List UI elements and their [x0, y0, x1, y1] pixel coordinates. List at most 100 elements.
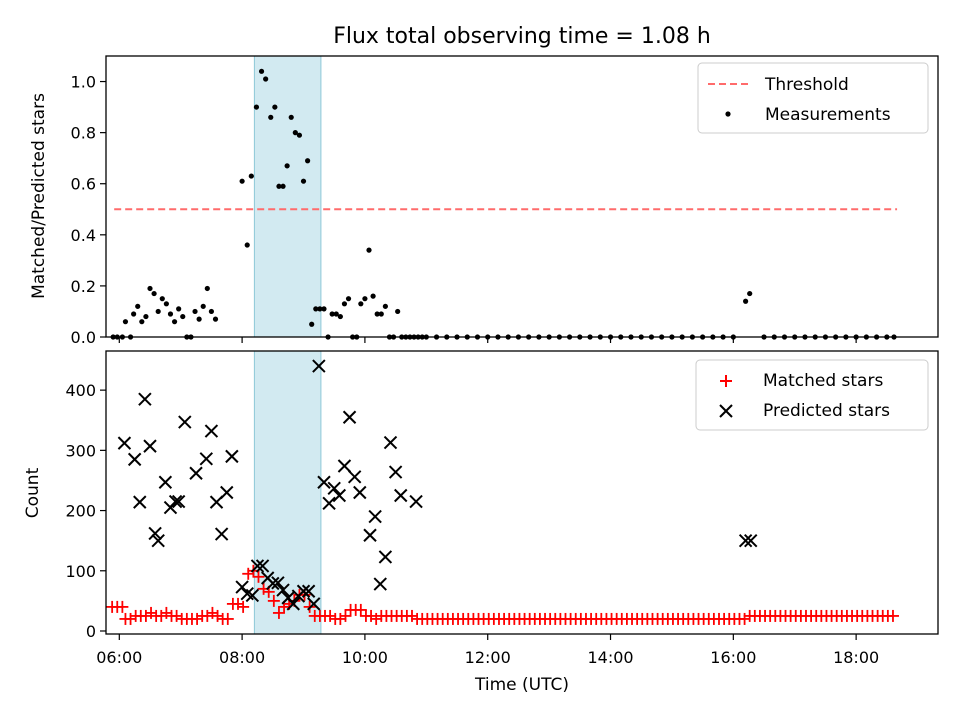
predicted-stars-point	[327, 481, 341, 495]
matched-stars-point	[155, 609, 168, 622]
matched-stars-point	[242, 567, 255, 580]
predicted-stars-point	[347, 470, 362, 484]
measurements-point	[362, 296, 368, 302]
matched-stars-point	[354, 603, 367, 616]
predicted-stars-point	[337, 459, 352, 473]
predicted-stars-point	[138, 392, 152, 406]
measurements-point	[341, 301, 348, 307]
matched-stars-point	[334, 612, 347, 625]
axes-frame	[105, 350, 939, 635]
matched-stars-point	[365, 609, 378, 622]
matched-stars-point	[170, 609, 183, 622]
predicted-stars-point	[271, 576, 285, 590]
top-legend-box	[697, 62, 929, 134]
predicted-stars-point	[744, 533, 758, 548]
measurements-point	[382, 303, 388, 309]
predicted-stars-point	[368, 509, 382, 524]
measurements-point	[159, 296, 165, 302]
matched-stars-point	[145, 606, 158, 619]
measurements-point	[305, 158, 311, 164]
matched-stars-point	[139, 609, 152, 622]
matched-stars-point	[272, 606, 285, 619]
y-tick-label: 100	[65, 562, 96, 581]
observing-span	[253, 55, 322, 338]
y-tick-label: 200	[65, 502, 96, 521]
predicted-stars-point	[189, 466, 203, 480]
measurements-point	[309, 321, 315, 327]
measurements-point	[378, 311, 384, 317]
measurements-point	[212, 316, 219, 322]
predicted-stars-point	[255, 559, 270, 573]
measurements-point	[747, 290, 753, 297]
measurements-point	[167, 311, 174, 317]
measurements-point	[358, 301, 364, 307]
measurements-point	[139, 319, 145, 325]
matched-stars-point	[191, 612, 204, 625]
matched-stars-point	[211, 609, 224, 622]
x-tick-label: 14:00	[587, 648, 633, 667]
measurements-point	[258, 68, 265, 74]
top-legend: Threshold Measurements	[697, 62, 929, 134]
x-tick-label: 06:00	[96, 648, 142, 667]
measurements-point	[143, 313, 149, 320]
matched-stars-point	[339, 609, 352, 622]
matched-legend-swatch	[720, 375, 732, 387]
measurements-point	[743, 298, 749, 304]
matched-stars-point	[886, 609, 899, 622]
y-tick-label: 0.4	[71, 226, 96, 245]
measurements-point	[200, 303, 206, 309]
measurements-point	[268, 114, 274, 120]
measurements-point	[208, 308, 215, 315]
y-tick-label: 1.0	[71, 73, 96, 92]
measurements-point	[329, 311, 335, 317]
y-tick-label: 0.6	[71, 175, 96, 194]
predicted-stars-point	[168, 494, 183, 509]
predicted-stars-point	[342, 410, 357, 424]
predicted-stars-point	[245, 588, 260, 603]
measurements-point	[163, 301, 169, 307]
top-panel: 0.0 0.2 0.4 0.6 0.8 1.0	[71, 55, 939, 347]
predicted-stars-point	[266, 576, 280, 591]
measurements-legend-label: Measurements	[765, 105, 891, 125]
measurements-point	[176, 306, 182, 312]
predicted-legend-swatch	[719, 404, 733, 418]
bottom-panel: 0 100 200 300 400 06:00 08:00 10:00 12:00 14:00 16…	[65, 350, 939, 667]
measurements-point	[155, 308, 161, 315]
predicted-stars-point	[117, 436, 132, 450]
predicted-stars-point	[158, 475, 173, 489]
matched-stars-point	[124, 612, 137, 625]
predicted-stars-point	[409, 494, 423, 509]
measurements-point	[337, 313, 343, 320]
matched-stars-point	[252, 570, 265, 583]
bottom-legend: Matched stars Predicted stars	[695, 359, 929, 431]
measurements-point	[345, 296, 352, 302]
predicted-stars-point	[388, 465, 403, 479]
chart-title: Flux total observing time = 1.08 h	[333, 24, 711, 49]
matched-stars-point	[237, 600, 250, 613]
predicted-stars-point	[378, 550, 393, 564]
measurements-point	[131, 311, 137, 317]
matched-stars-point	[405, 609, 418, 622]
measurements-point	[280, 183, 286, 189]
x-axis-label: Time (UTC)	[474, 675, 569, 695]
matched-stars-point	[324, 609, 337, 622]
predicted-stars-point	[204, 424, 219, 438]
predicted-stars-point	[312, 359, 326, 373]
predicted-stars-point	[148, 526, 162, 541]
measurements-point	[300, 178, 307, 184]
measurements-point	[370, 293, 376, 299]
x-tick-label: 10:00	[342, 648, 388, 667]
measurements-point	[317, 306, 323, 312]
matched-stars-point	[206, 606, 219, 619]
predicted-stars-point	[178, 415, 192, 429]
predicted-stars-point	[738, 533, 753, 548]
matched-stars-point	[116, 600, 129, 613]
bottom-ylabel: Count	[23, 467, 43, 518]
y-tick-label: 400	[65, 381, 96, 400]
matched-stars-point	[201, 609, 214, 622]
measurements-point	[204, 285, 210, 292]
matched-stars-point	[370, 612, 383, 625]
predicted-stars-point	[214, 527, 229, 541]
predicted-stars-point	[363, 528, 377, 542]
